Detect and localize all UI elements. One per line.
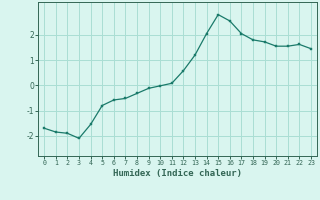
X-axis label: Humidex (Indice chaleur): Humidex (Indice chaleur) <box>113 169 242 178</box>
